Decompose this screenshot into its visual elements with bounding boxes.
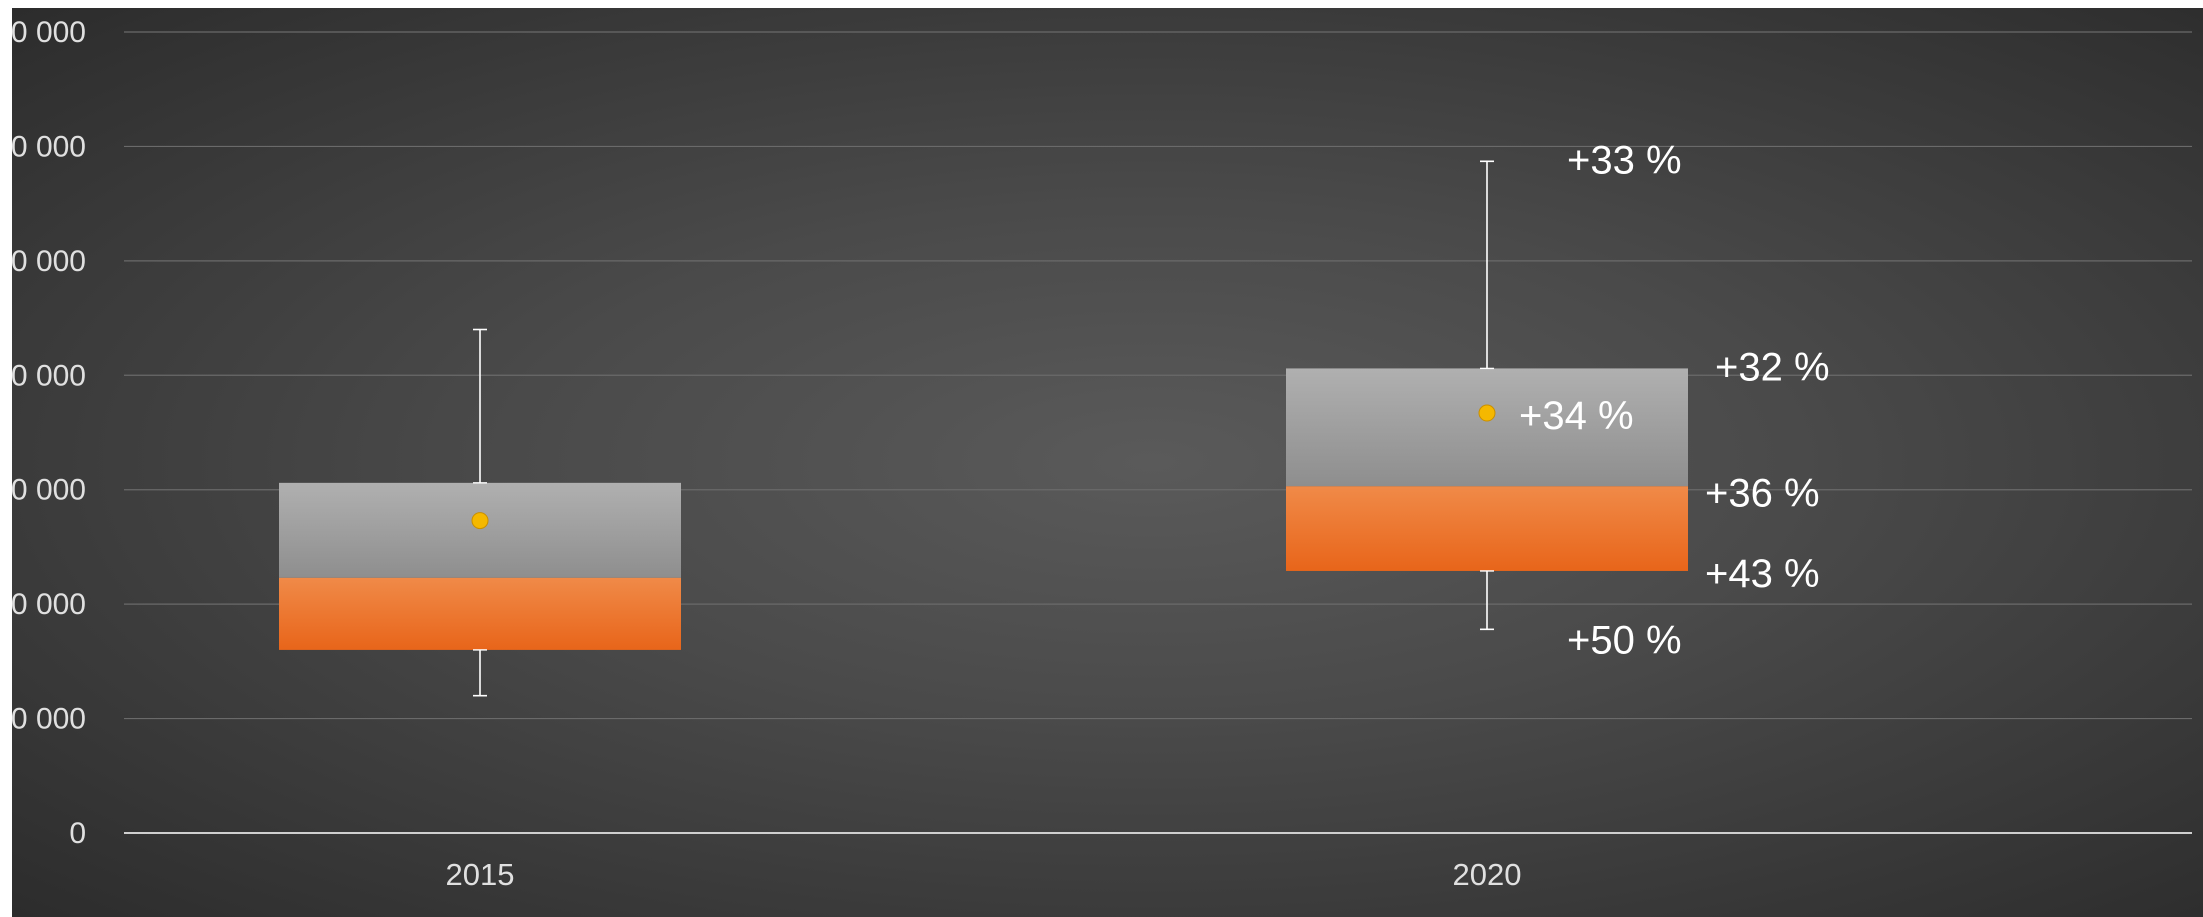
box-2015 bbox=[279, 328, 681, 697]
percentage-annotations: +33 % +32 % +34 % +36 % +43 % +50 % bbox=[1519, 138, 1830, 662]
y-tick-label: 20 000 bbox=[12, 588, 86, 621]
chart-area: 0 10 000 20 000 30 000 40 000 50 000 60 000 70 … bbox=[12, 8, 2203, 917]
annotation-median: +36 % bbox=[1705, 471, 1820, 515]
mean-marker bbox=[471, 512, 489, 530]
box-upper-segment bbox=[1286, 368, 1688, 487]
box-upper-segment bbox=[279, 482, 681, 578]
annotation-mean: +34 % bbox=[1519, 394, 1634, 438]
y-tick-label: 0 bbox=[69, 817, 86, 850]
y-tick-label: 60 000 bbox=[12, 130, 86, 163]
boxes bbox=[279, 160, 1688, 697]
y-tick-label: 30 000 bbox=[12, 474, 86, 507]
box-lower-segment bbox=[279, 577, 681, 650]
x-category-label: 2015 bbox=[446, 857, 515, 892]
x-category-label: 2020 bbox=[1453, 857, 1522, 892]
annotation-min: +50 % bbox=[1567, 618, 1682, 662]
y-tick-label: 50 000 bbox=[12, 245, 86, 278]
y-tick-label: 40 000 bbox=[12, 359, 86, 392]
y-tick-label: 10 000 bbox=[12, 703, 86, 736]
x-axis-category-labels: 2015 2020 bbox=[446, 857, 1522, 892]
gridlines bbox=[124, 31, 2192, 834]
y-tick-label: 70 000 bbox=[12, 16, 86, 49]
annotation-max: +33 % bbox=[1567, 138, 1682, 182]
box-lower-segment bbox=[1286, 486, 1688, 571]
box-plot-chart: 0 10 000 20 000 30 000 40 000 50 000 60 000 70 … bbox=[12, 16, 2192, 892]
box-2020 bbox=[1286, 160, 1688, 631]
y-axis-tick-labels: 0 10 000 20 000 30 000 40 000 50 000 60 000 70 … bbox=[12, 16, 86, 850]
mean-marker bbox=[1478, 404, 1496, 422]
annotation-q1: +43 % bbox=[1705, 552, 1820, 596]
annotation-q3: +32 % bbox=[1715, 345, 1830, 389]
